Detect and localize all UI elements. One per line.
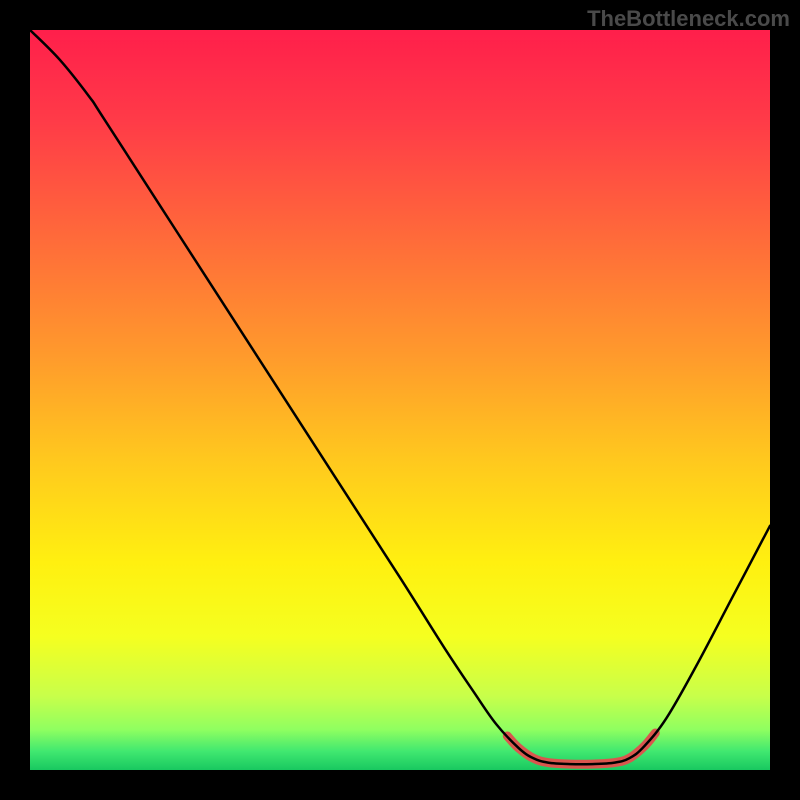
chart-background (30, 30, 770, 770)
bottleneck-curve-chart (30, 30, 770, 770)
chart-plot-area (30, 30, 770, 770)
watermark-text: TheBottleneck.com (587, 6, 790, 32)
